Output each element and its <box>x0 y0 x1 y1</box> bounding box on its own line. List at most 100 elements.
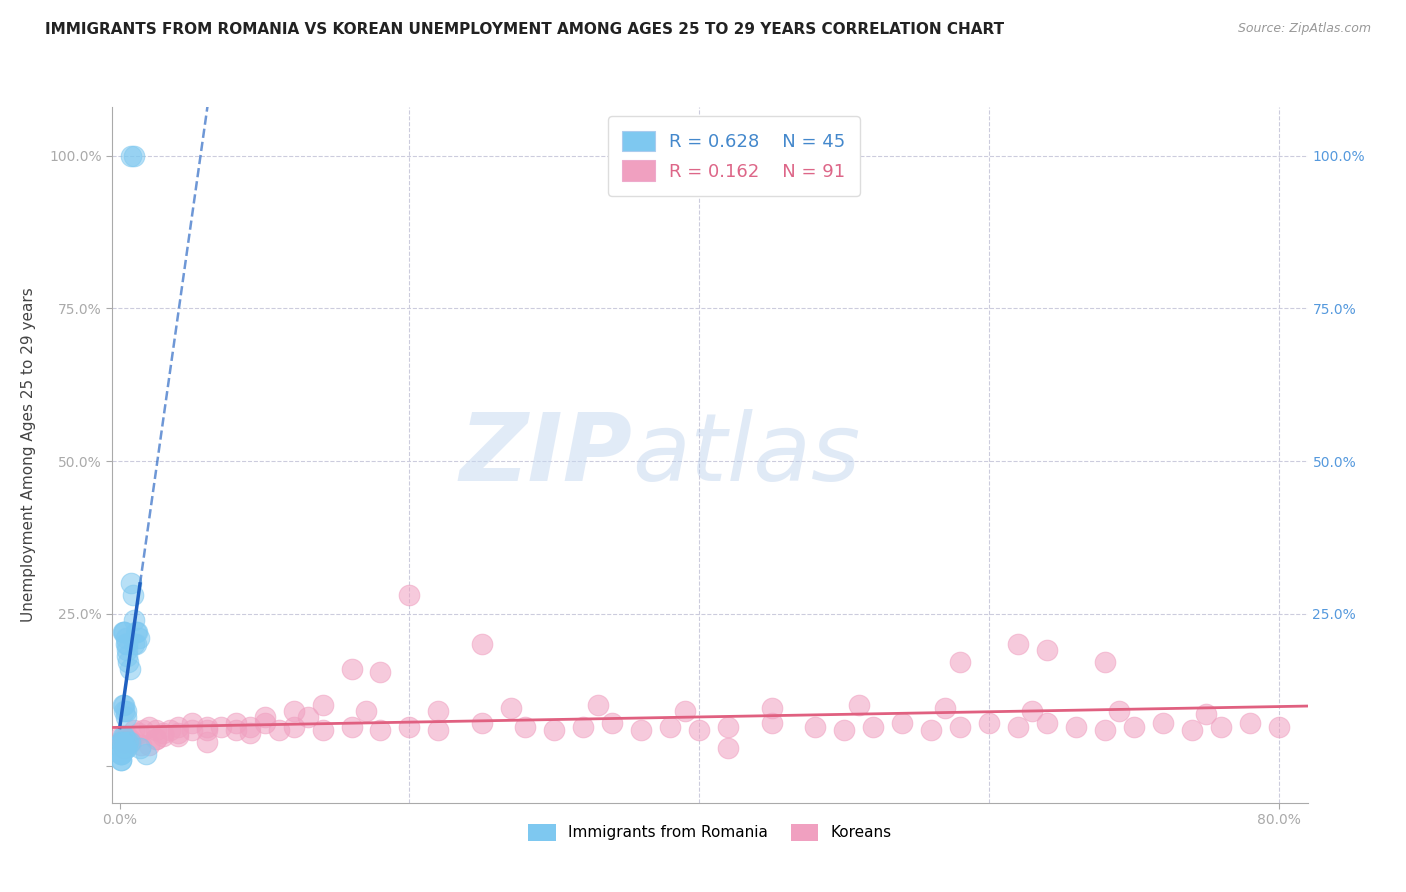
Point <box>717 740 740 755</box>
Point <box>717 719 740 733</box>
Point <box>112 740 135 755</box>
Point <box>688 723 710 737</box>
Point <box>370 723 392 737</box>
Point <box>120 576 142 591</box>
Point <box>122 149 145 163</box>
Point <box>132 723 155 737</box>
Point <box>115 729 138 743</box>
Point <box>1036 716 1059 731</box>
Point <box>253 716 276 731</box>
Point <box>120 735 142 749</box>
Point <box>135 747 157 761</box>
Point <box>114 740 136 755</box>
Point <box>122 613 145 627</box>
Point <box>114 740 136 755</box>
Point <box>115 649 138 664</box>
Point <box>891 716 914 731</box>
Point <box>195 735 218 749</box>
Point <box>127 624 149 639</box>
Point <box>129 740 152 755</box>
Point <box>128 725 150 739</box>
Point <box>499 701 522 715</box>
Point <box>1122 719 1144 733</box>
Point <box>122 723 145 737</box>
Point <box>111 740 134 755</box>
Point <box>920 723 942 737</box>
Point <box>239 719 262 733</box>
Point <box>195 723 218 737</box>
Point <box>166 719 188 733</box>
Point <box>152 725 174 739</box>
Point <box>112 740 135 755</box>
Point <box>181 716 204 731</box>
Point <box>1152 716 1174 731</box>
Point <box>131 738 153 752</box>
Point <box>427 704 450 718</box>
Point <box>111 729 134 743</box>
Point <box>427 723 450 737</box>
Point <box>114 704 136 718</box>
Point <box>673 704 696 718</box>
Point <box>1181 723 1204 737</box>
Point <box>600 716 623 731</box>
Point <box>370 665 392 679</box>
Point <box>110 747 132 761</box>
Point <box>630 723 652 737</box>
Point <box>110 735 132 749</box>
Point <box>128 631 150 645</box>
Point <box>117 735 139 749</box>
Point <box>949 719 972 733</box>
Point <box>311 723 333 737</box>
Point <box>543 723 565 737</box>
Point <box>761 701 783 715</box>
Point <box>832 723 855 737</box>
Point <box>115 637 138 651</box>
Point <box>297 710 319 724</box>
Point <box>225 723 247 737</box>
Point <box>110 747 132 761</box>
Point <box>124 624 146 639</box>
Point <box>111 731 134 746</box>
Point <box>112 624 135 639</box>
Point <box>1108 704 1130 718</box>
Point <box>118 731 141 746</box>
Point <box>1094 723 1116 737</box>
Point <box>1239 716 1261 731</box>
Point <box>761 716 783 731</box>
Point <box>110 735 132 749</box>
Point <box>471 637 494 651</box>
Point <box>122 637 145 651</box>
Text: Source: ZipAtlas.com: Source: ZipAtlas.com <box>1237 22 1371 36</box>
Point <box>340 661 363 675</box>
Point <box>354 704 377 718</box>
Point <box>977 716 1000 731</box>
Text: atlas: atlas <box>633 409 860 500</box>
Point <box>862 719 884 733</box>
Point <box>112 735 135 749</box>
Point <box>121 588 143 602</box>
Text: IMMIGRANTS FROM ROMANIA VS KOREAN UNEMPLOYMENT AMONG AGES 25 TO 29 YEARS CORRELA: IMMIGRANTS FROM ROMANIA VS KOREAN UNEMPL… <box>45 22 1004 37</box>
Point <box>398 588 420 602</box>
Point <box>152 729 174 743</box>
Point <box>659 719 682 733</box>
Point <box>515 719 537 733</box>
Point <box>166 729 188 743</box>
Point <box>145 731 167 746</box>
Text: ZIP: ZIP <box>460 409 633 501</box>
Point <box>225 716 247 731</box>
Y-axis label: Unemployment Among Ages 25 to 29 years: Unemployment Among Ages 25 to 29 years <box>21 287 35 623</box>
Point <box>949 656 972 670</box>
Point <box>112 698 135 713</box>
Point <box>1021 704 1043 718</box>
Point <box>112 704 135 718</box>
Point <box>1094 656 1116 670</box>
Point <box>1007 719 1029 733</box>
Point <box>340 719 363 733</box>
Point <box>118 661 141 675</box>
Point <box>145 723 167 737</box>
Point <box>112 624 135 639</box>
Point <box>253 710 276 724</box>
Point <box>471 716 494 731</box>
Point <box>115 735 138 749</box>
Point <box>181 723 204 737</box>
